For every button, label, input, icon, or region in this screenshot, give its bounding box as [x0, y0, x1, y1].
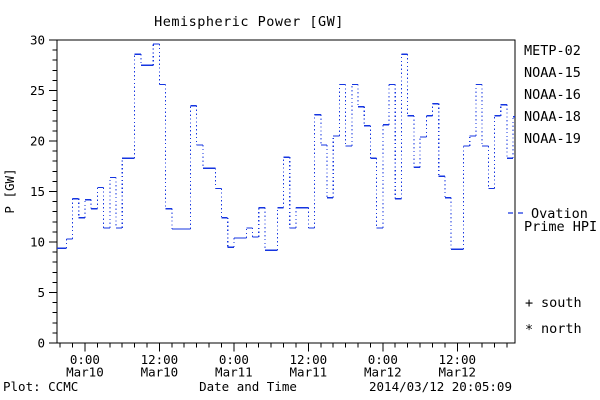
- footer: Plot: CCMC Date and Time 2014/03/12 20:0…: [3, 379, 512, 394]
- asterisk-marker-icon: *: [525, 322, 533, 338]
- legend-ovation-line1: Ovation: [531, 206, 588, 222]
- y-tick-label: 20: [30, 134, 45, 149]
- x-tick-date-label: Mar11: [290, 365, 328, 380]
- legend-item-noaa19: NOAA-19: [524, 131, 581, 147]
- legend-hemisphere-markers: + south * north: [525, 295, 582, 338]
- hpi-step-line: [57, 43, 515, 251]
- legend-item-metp02: METP-02: [524, 43, 581, 59]
- x-axis-title: Date and Time: [199, 379, 297, 394]
- plot-timestamp: 2014/03/12 20:05:09: [369, 379, 512, 394]
- x-tick-time-label: 12:00: [438, 352, 476, 367]
- axes-and-data: 0510152025300:00Mar1012:00Mar100:00Mar11…: [30, 33, 515, 380]
- y-tick-label: 25: [30, 83, 45, 98]
- x-tick-time-label: 0:00: [219, 352, 249, 367]
- y-axis-label: P [GW]: [2, 168, 17, 213]
- x-tick-date-label: Mar12: [364, 365, 402, 380]
- x-tick-date-label: Mar11: [215, 365, 253, 380]
- x-tick-time-label: 12:00: [141, 352, 179, 367]
- y-tick-label: 5: [37, 285, 45, 300]
- legend-item-noaa18: NOAA-18: [524, 109, 581, 125]
- hpi-step-line-risers: [65, 44, 514, 251]
- plus-marker-icon: +: [525, 295, 533, 311]
- y-tick-label: 15: [30, 184, 45, 199]
- plot-area-frame: [56, 39, 516, 344]
- legend-north-label: north: [541, 321, 582, 337]
- x-tick-date-label: Mar12: [438, 365, 476, 380]
- legend-south-label: south: [541, 295, 582, 311]
- x-tick-time-label: 12:00: [290, 352, 328, 367]
- x-tick-time-label: 0:00: [70, 352, 100, 367]
- legend-ovation-line2: Prime HPI: [524, 219, 597, 235]
- plot-source-label: Plot: CCMC: [3, 379, 78, 394]
- chart-title: Hemispheric Power [GW]: [154, 14, 344, 30]
- y-tick-label: 0: [37, 336, 45, 351]
- y-tick-label: 30: [30, 33, 45, 48]
- legend-ovation: Ovation Prime HPI: [508, 206, 597, 235]
- legend-item-noaa15: NOAA-15: [524, 65, 581, 81]
- x-tick-date-label: Mar10: [141, 365, 179, 380]
- x-tick-date-label: Mar10: [66, 365, 104, 380]
- y-tick-label: 10: [30, 235, 45, 250]
- x-tick-time-label: 0:00: [368, 352, 398, 367]
- legend-item-noaa16: NOAA-16: [524, 87, 581, 103]
- legend-satellites: METP-02 NOAA-15 NOAA-16 NOAA-18 NOAA-19: [524, 43, 581, 147]
